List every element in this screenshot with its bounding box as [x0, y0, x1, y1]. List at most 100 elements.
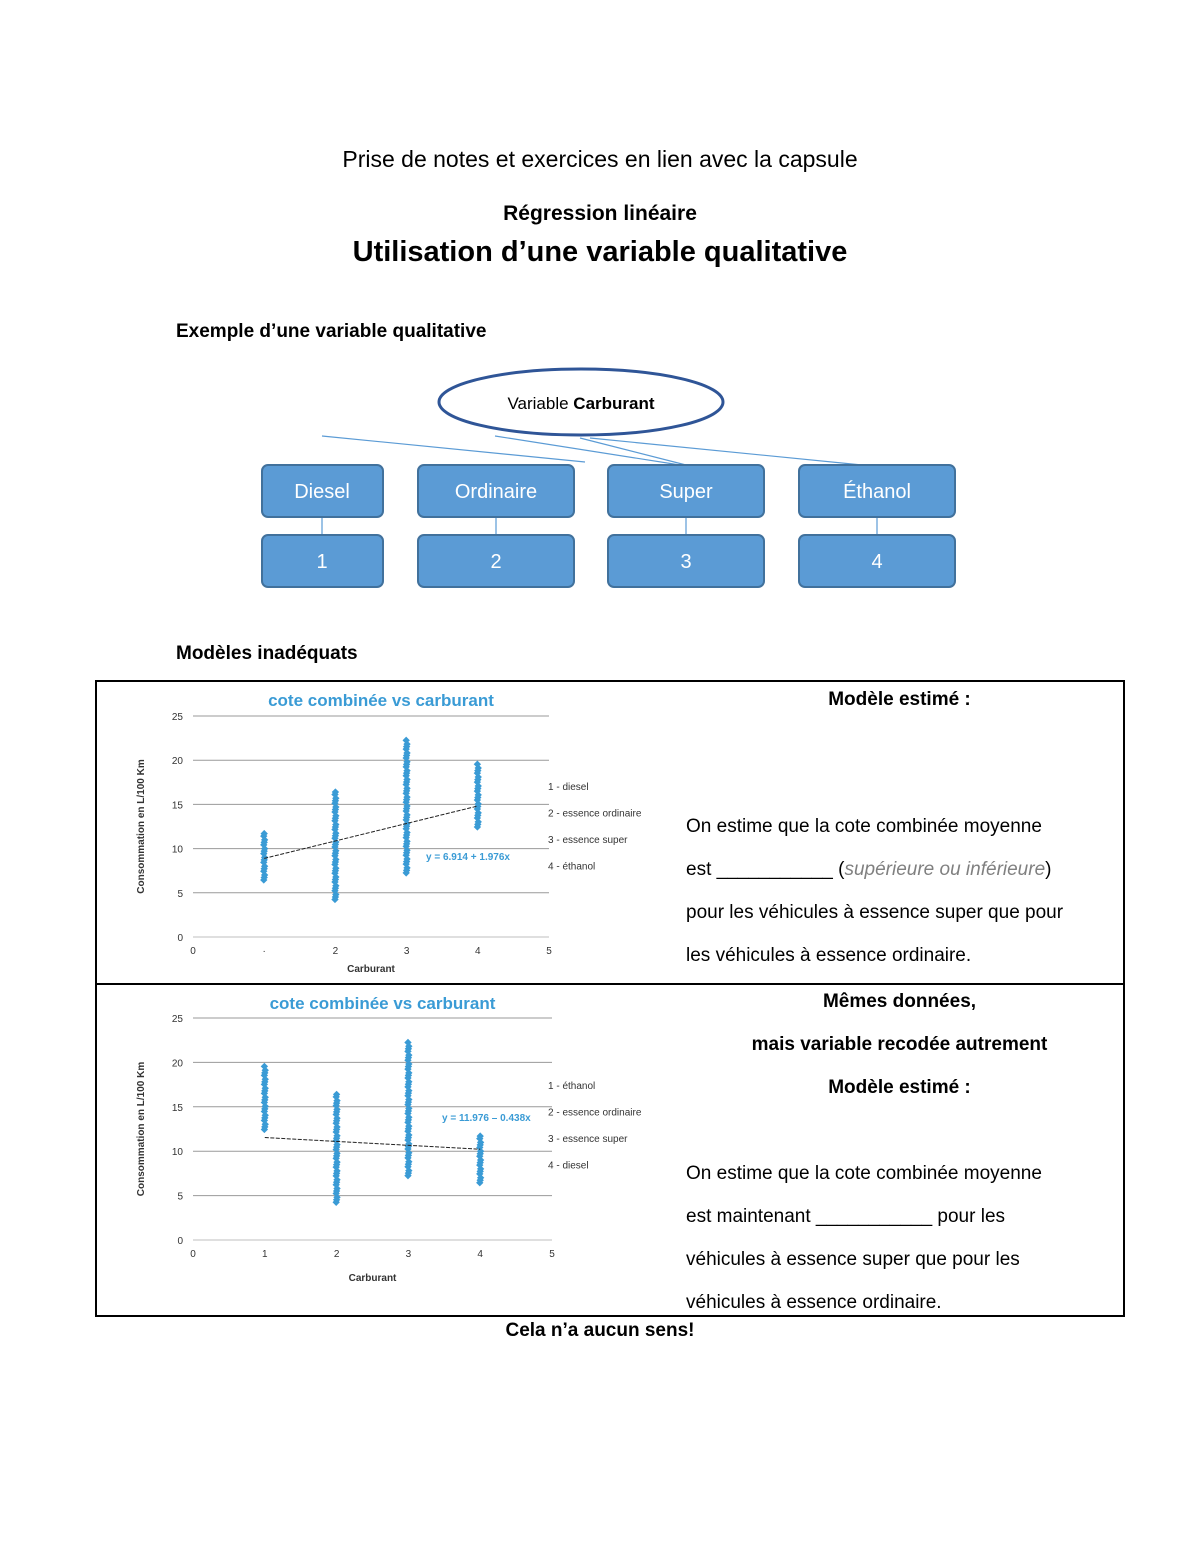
legend-entry: 4 - diesel [548, 1161, 589, 1172]
data-point [404, 1038, 412, 1047]
row2-heading2: mais variable recodée autrement [751, 1034, 1048, 1055]
category-box-ethanol: Éthanol [798, 464, 956, 518]
row2-line1: On estime que la cote combinée moyenne [686, 1163, 1042, 1184]
y-tick-label: 25 [172, 1014, 184, 1025]
x-tick-label: 1 [262, 1249, 268, 1260]
category-label: Diesel [294, 481, 350, 503]
x-tick-label: 0 [190, 946, 196, 957]
y-axis-label: Consommation en L/100 Km [136, 759, 147, 894]
models-table [95, 680, 1125, 1317]
oval-label-bold: Carburant [573, 394, 655, 413]
code-label: 4 [871, 551, 882, 573]
row2-line2: est maintenant ___________ pour les [686, 1206, 1006, 1227]
x-tick-label: 3 [404, 946, 410, 957]
y-tick-label: 10 [172, 1147, 184, 1158]
legend-entry: 3 - essence super [548, 835, 628, 846]
row1-text: On estime que la cote combinée moyenne e… [686, 805, 1113, 977]
code-box-2: 2 [417, 534, 575, 588]
legend-entry: 2 - essence ordinaire [548, 1108, 642, 1119]
row1-line2: est ___________ (supérieure ou inférieur… [686, 848, 1113, 891]
series-4 [473, 760, 482, 831]
page-title: Utilisation d’une variable qualitative [352, 236, 848, 268]
y-tick-label: 15 [172, 800, 184, 811]
legend-entry: 1 - éthanol [548, 1081, 595, 1092]
trendline-equation: y = 6.914 + 1.976x [426, 852, 510, 863]
category-box-super: Super [607, 464, 765, 518]
series-1 [260, 1062, 269, 1134]
x-tick-label: 0 [190, 1249, 196, 1260]
code-label: 3 [680, 551, 691, 573]
scatter-chart-1: cote combinée vs carburant 0 5 10 15 20 25 0 · 2 3… [136, 691, 642, 975]
chart-title: cote combinée vs carburant [268, 691, 494, 710]
y-axis-label: Consommation en L/100 Km [136, 1062, 147, 1197]
oval-label: Variable Carburant [507, 394, 654, 413]
y-tick-label: 20 [172, 1058, 184, 1069]
variable-oval [437, 367, 725, 437]
row1-line1: On estime que la cote combinée moyenne [686, 816, 1042, 837]
series-4 [476, 1132, 485, 1187]
y-tick-label: 25 [172, 712, 184, 723]
conclusion: Cela n’a aucun sens! [505, 1320, 695, 1341]
section-heading-models: Modèles inadéquats [176, 643, 358, 664]
legend-entry: 1 - diesel [548, 782, 589, 793]
x-axis-label: Carburant [347, 964, 395, 975]
category-label: Éthanol [843, 480, 911, 503]
x-tick-label: 5 [546, 946, 552, 957]
row2-heading1: Mêmes données, [822, 991, 977, 1012]
code-box-3: 3 [607, 534, 765, 588]
legend-entry: 2 - essence ordinaire [548, 809, 642, 820]
data-point [332, 1090, 341, 1099]
x-tick-label: 4 [475, 946, 481, 957]
row2-text: On estime que la cote combinée moyenne e… [686, 1152, 1113, 1324]
x-tick-label: · [263, 946, 266, 957]
x-axis-label: Carburant [349, 1273, 397, 1284]
row1-line2-hint: supérieure ou inférieure [844, 859, 1046, 880]
trendline-equation: y = 11.976 – 0.438x [442, 1113, 531, 1124]
row1-line2-before: est ___________ ( [686, 859, 845, 880]
code-label: 1 [316, 551, 327, 573]
row2-line4: véhicules à essence ordinaire. [686, 1292, 942, 1313]
trendline [264, 805, 478, 859]
x-tick-label: 3 [406, 1249, 412, 1260]
connector-lines [321, 435, 878, 535]
x-tick-label: 2 [334, 1249, 340, 1260]
scatter-chart-2: cote combinée vs carburant 0 5 10 15 20 25 0 1 2 3… [136, 994, 642, 1284]
series-2 [331, 788, 340, 904]
y-tick-label: 0 [177, 933, 183, 944]
data-point [331, 788, 340, 796]
series-3 [402, 736, 411, 877]
y-tick-label: 5 [177, 889, 183, 900]
carburant-diagram: Variable Carburant Diesel Ordinaire Supe… [261, 367, 956, 588]
row2-heading3: Modèle estimé : [828, 1077, 971, 1098]
oval-label-prefix: Variable [507, 394, 573, 413]
trendline [264, 1137, 481, 1150]
code-box-4: 4 [798, 534, 956, 588]
y-tick-label: 5 [177, 1192, 183, 1203]
y-tick-label: 10 [172, 845, 184, 856]
y-tick-label: 0 [177, 1236, 183, 1247]
series-3 [404, 1038, 413, 1180]
code-box-1: 1 [261, 534, 384, 588]
y-tick-label: 20 [172, 756, 184, 767]
data-point [260, 829, 268, 838]
category-box-ordinaire: Ordinaire [417, 464, 575, 518]
x-tick-label: 2 [333, 946, 339, 957]
category-label: Super [659, 481, 713, 503]
chart-title: cote combinée vs carburant [270, 994, 496, 1013]
y-tick-label: 15 [172, 1103, 184, 1114]
x-tick-label: 4 [477, 1249, 483, 1260]
legend-entry: 3 - essence super [548, 1134, 628, 1145]
series-1 [260, 829, 269, 884]
legend-entry: 4 - éthanol [548, 862, 595, 873]
table-row-divider [95, 983, 1125, 985]
series-2 [332, 1090, 341, 1206]
row1-line3: pour les véhicules à essence super que p… [686, 902, 1064, 923]
category-label: Ordinaire [455, 481, 537, 503]
section-heading-example: Exemple d’une variable qualitative [176, 321, 487, 342]
x-tick-label: 5 [549, 1249, 555, 1260]
row2-line3: véhicules à essence super que pour les [686, 1249, 1020, 1270]
category-box-diesel: Diesel [261, 464, 384, 518]
row1-line4: les véhicules à essence ordinaire. [686, 945, 972, 966]
intro-line: Prise de notes et exercices en lien avec… [342, 146, 858, 172]
code-label: 2 [490, 551, 501, 573]
